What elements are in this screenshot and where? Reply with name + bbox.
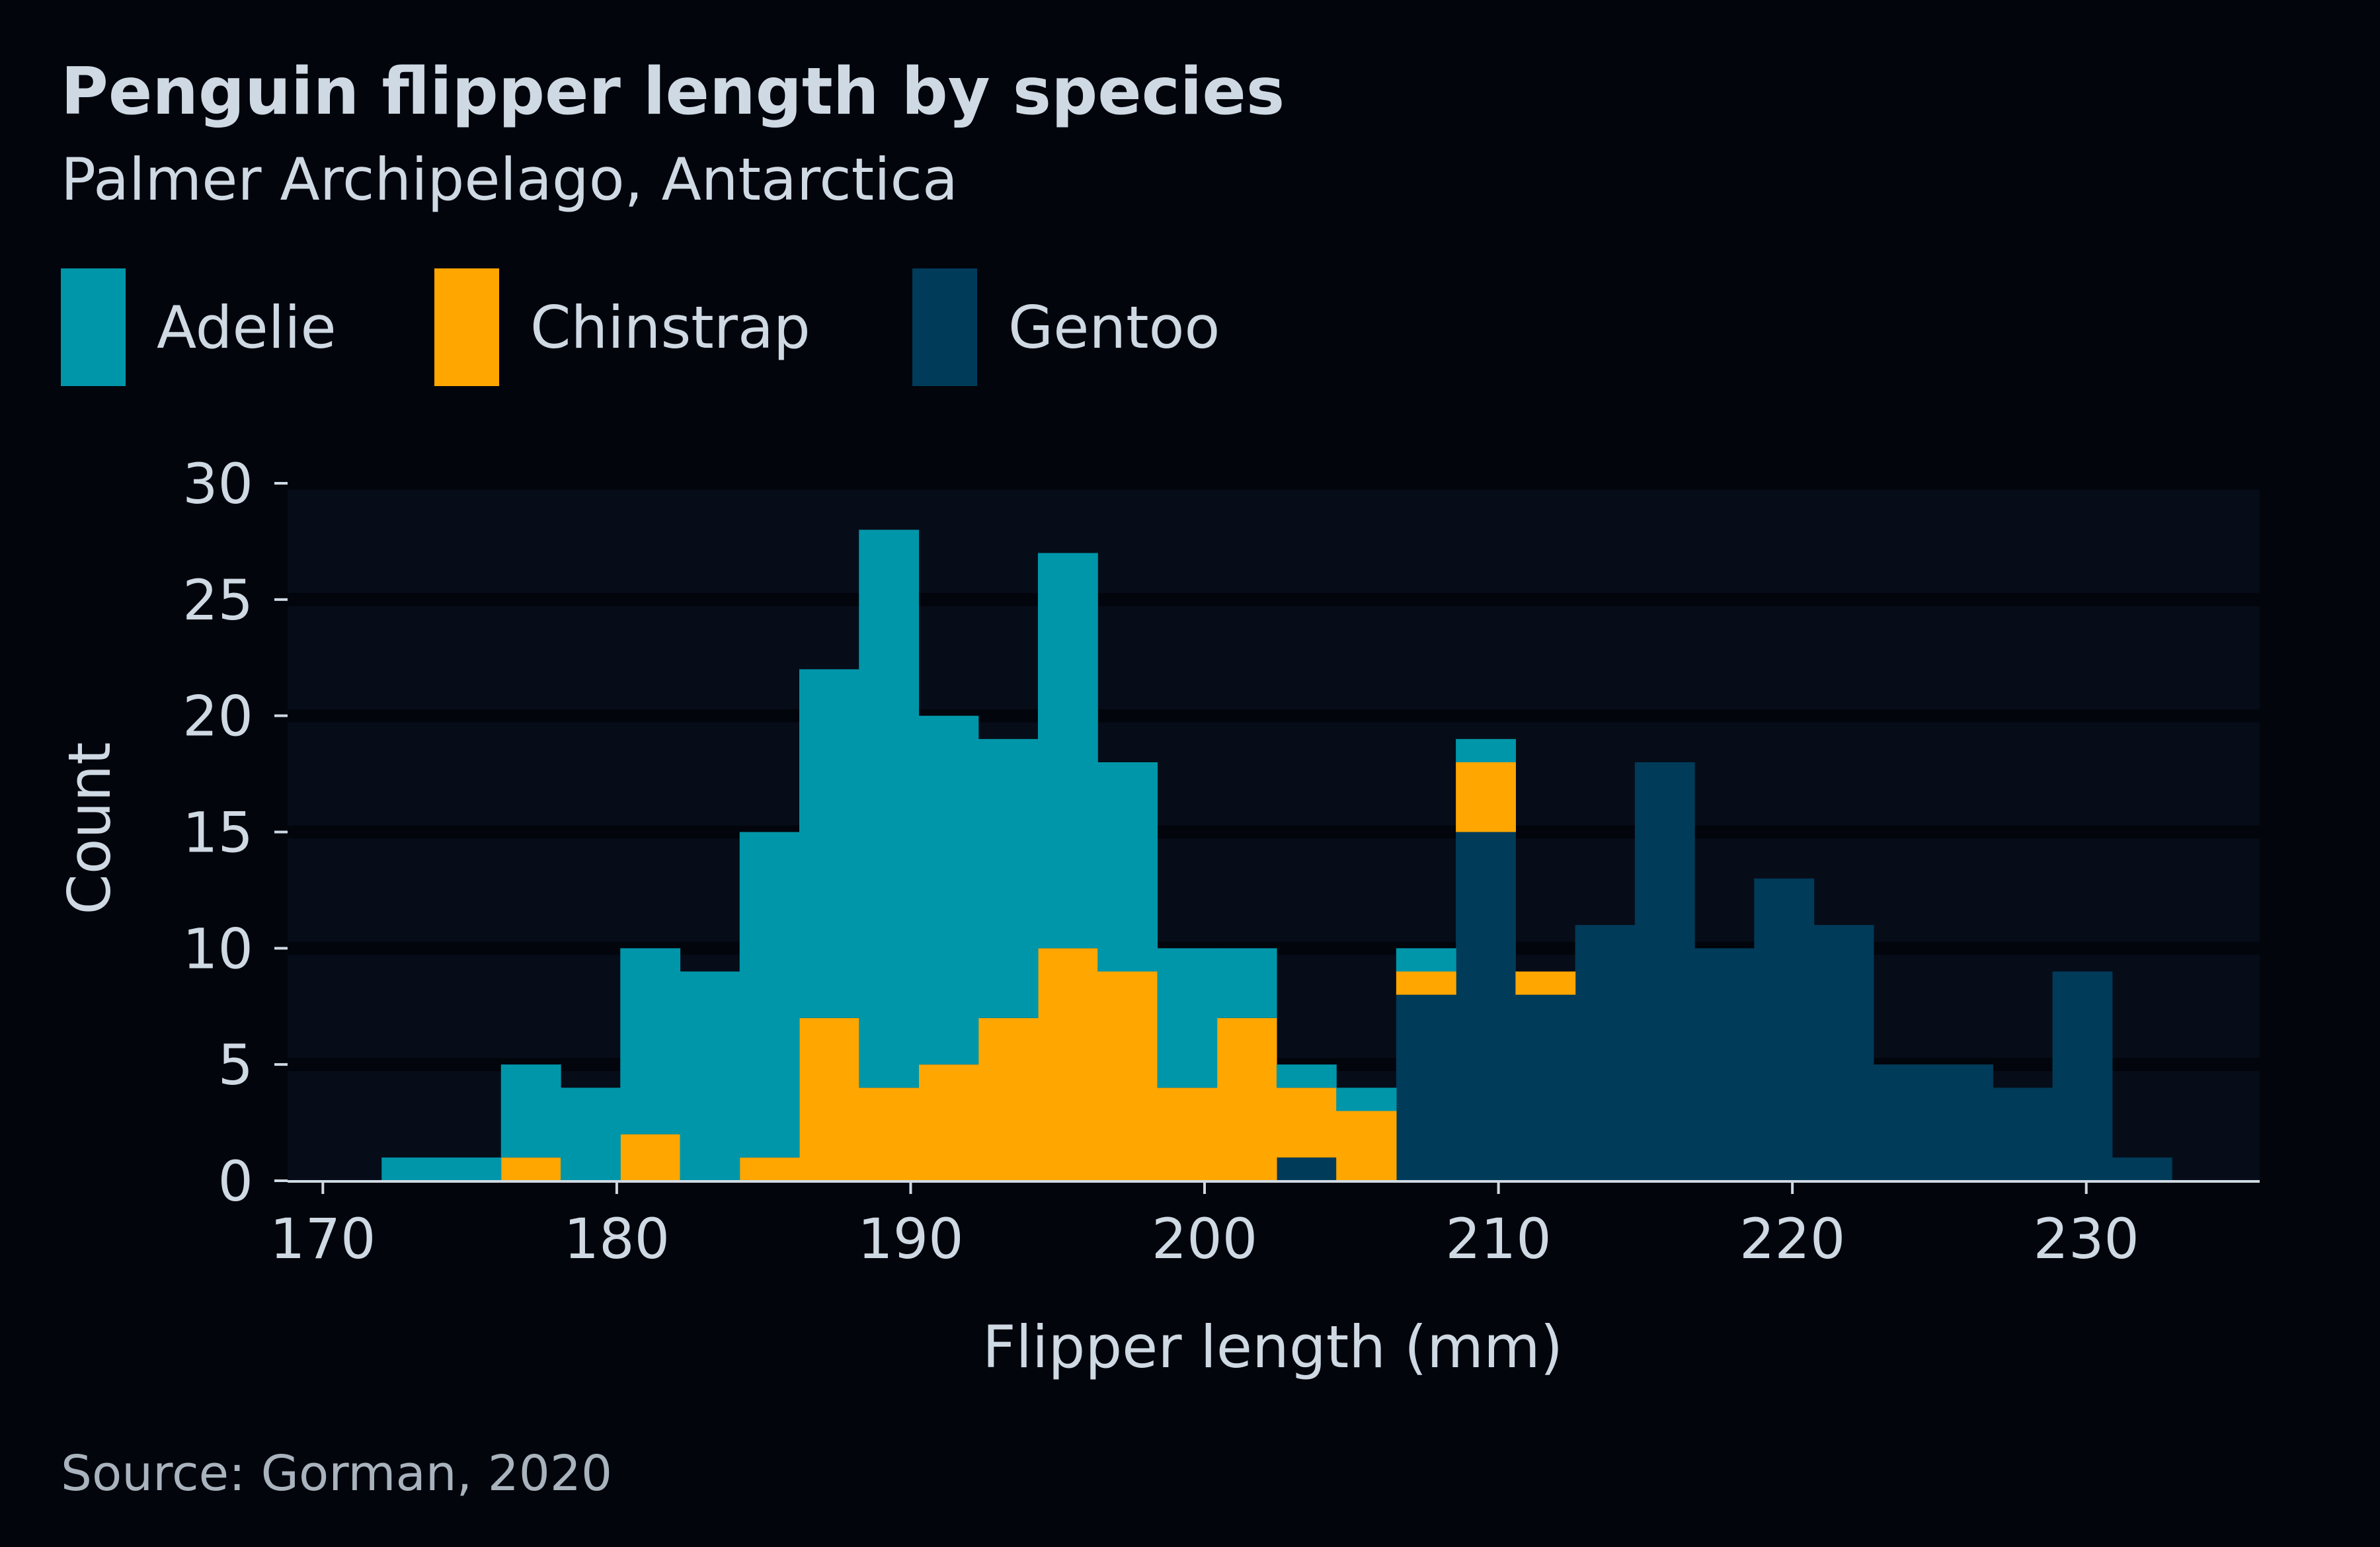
bar-adelie <box>1216 948 1277 1018</box>
bar-chinstrap <box>799 1017 859 1181</box>
y-tick-label: 15 <box>182 801 253 865</box>
axes: 170 180 190 200 210 220 230 0 5 10 15 20 25 30 <box>182 452 2260 1271</box>
bar-adelie <box>1456 738 1516 762</box>
bar-adelie <box>620 948 681 1134</box>
bar-chinstrap <box>1396 971 1456 995</box>
y-tick-label: 20 <box>182 684 253 749</box>
bar-chinstrap <box>1216 1017 1277 1181</box>
bar-adelie <box>1336 1088 1397 1111</box>
bar-chinstrap <box>1515 971 1576 995</box>
y-tick-label: 10 <box>182 916 253 981</box>
legend-swatch-gentoo <box>912 268 977 386</box>
x-tick-label: 170 <box>270 1207 376 1271</box>
bar-adelie <box>1157 948 1218 1088</box>
legend-swatch-chinstrap <box>434 268 499 386</box>
bar-adelie <box>799 669 859 1018</box>
bar-gentoo <box>1634 762 1695 1181</box>
bar-gentoo <box>1396 994 1456 1181</box>
source-note: Source: Gorman, 2020 <box>61 1445 612 1502</box>
bar-gentoo <box>1754 878 1815 1181</box>
legend-label-gentoo: Gentoo <box>1008 294 1220 362</box>
bar-gentoo <box>1933 1064 1993 1181</box>
histogram-bars <box>381 530 2172 1181</box>
y-tick-label: 0 <box>218 1149 253 1214</box>
x-axis-label: Flipper length (mm) <box>982 1313 1563 1381</box>
bar-gentoo <box>2112 1157 2172 1181</box>
bar-gentoo <box>1456 832 1516 1181</box>
x-tick-label: 190 <box>857 1207 963 1271</box>
bar-chinstrap <box>739 1157 800 1181</box>
bar-chinstrap <box>978 1017 1039 1181</box>
bar-chinstrap <box>1456 762 1516 832</box>
bar-chinstrap <box>1276 1088 1337 1158</box>
bar-adelie <box>500 1064 561 1158</box>
chart-title: Penguin flipper length by species <box>61 54 1285 130</box>
bar-gentoo <box>1694 948 1755 1181</box>
bar-chinstrap <box>500 1157 561 1181</box>
bar-gentoo <box>2052 971 2113 1181</box>
x-tick-label: 180 <box>564 1207 670 1271</box>
bar-gentoo <box>1575 925 1636 1181</box>
bar-adelie <box>1276 1064 1337 1088</box>
legend-label-adelie: Adelie <box>157 294 337 362</box>
bar-chinstrap <box>1336 1111 1397 1181</box>
bar-gentoo <box>1276 1157 1337 1181</box>
y-tick-label: 30 <box>182 452 253 516</box>
x-tick-label: 230 <box>2034 1207 2139 1271</box>
legend: Adelie Chinstrap Gentoo <box>61 268 1220 386</box>
bar-gentoo <box>1993 1088 2053 1181</box>
bar-adelie <box>978 738 1039 1018</box>
bar-gentoo <box>1873 1064 1934 1181</box>
bar-chinstrap <box>918 1064 979 1181</box>
bar-chinstrap <box>859 1088 920 1181</box>
x-tick-label: 220 <box>1739 1207 1845 1271</box>
bar-adelie <box>560 1088 621 1181</box>
bar-adelie <box>859 530 920 1088</box>
bar-chinstrap <box>1037 948 1098 1181</box>
bar-adelie <box>918 715 979 1065</box>
y-tick-label: 5 <box>218 1033 253 1097</box>
bar-chinstrap <box>1157 1088 1218 1181</box>
bar-adelie <box>381 1157 442 1181</box>
bar-adelie <box>680 971 740 1181</box>
chart-subtitle: Palmer Archipelago, Antarctica <box>61 145 958 214</box>
bar-adelie <box>1396 948 1456 972</box>
bar-adelie <box>739 832 800 1158</box>
y-axis-label: Count <box>56 742 124 914</box>
bar-gentoo <box>1515 994 1576 1181</box>
bar-adelie <box>441 1157 502 1181</box>
x-tick-label: 200 <box>1152 1207 1257 1271</box>
bar-adelie <box>1037 553 1098 949</box>
y-tick-label: 25 <box>182 568 253 633</box>
legend-label-chinstrap: Chinstrap <box>530 294 811 362</box>
x-tick-label: 210 <box>1445 1207 1551 1271</box>
bar-adelie <box>1097 762 1158 972</box>
bar-gentoo <box>1813 925 1874 1181</box>
legend-swatch-adelie <box>61 268 126 386</box>
bar-chinstrap <box>1097 971 1158 1181</box>
bar-chinstrap <box>620 1134 681 1181</box>
